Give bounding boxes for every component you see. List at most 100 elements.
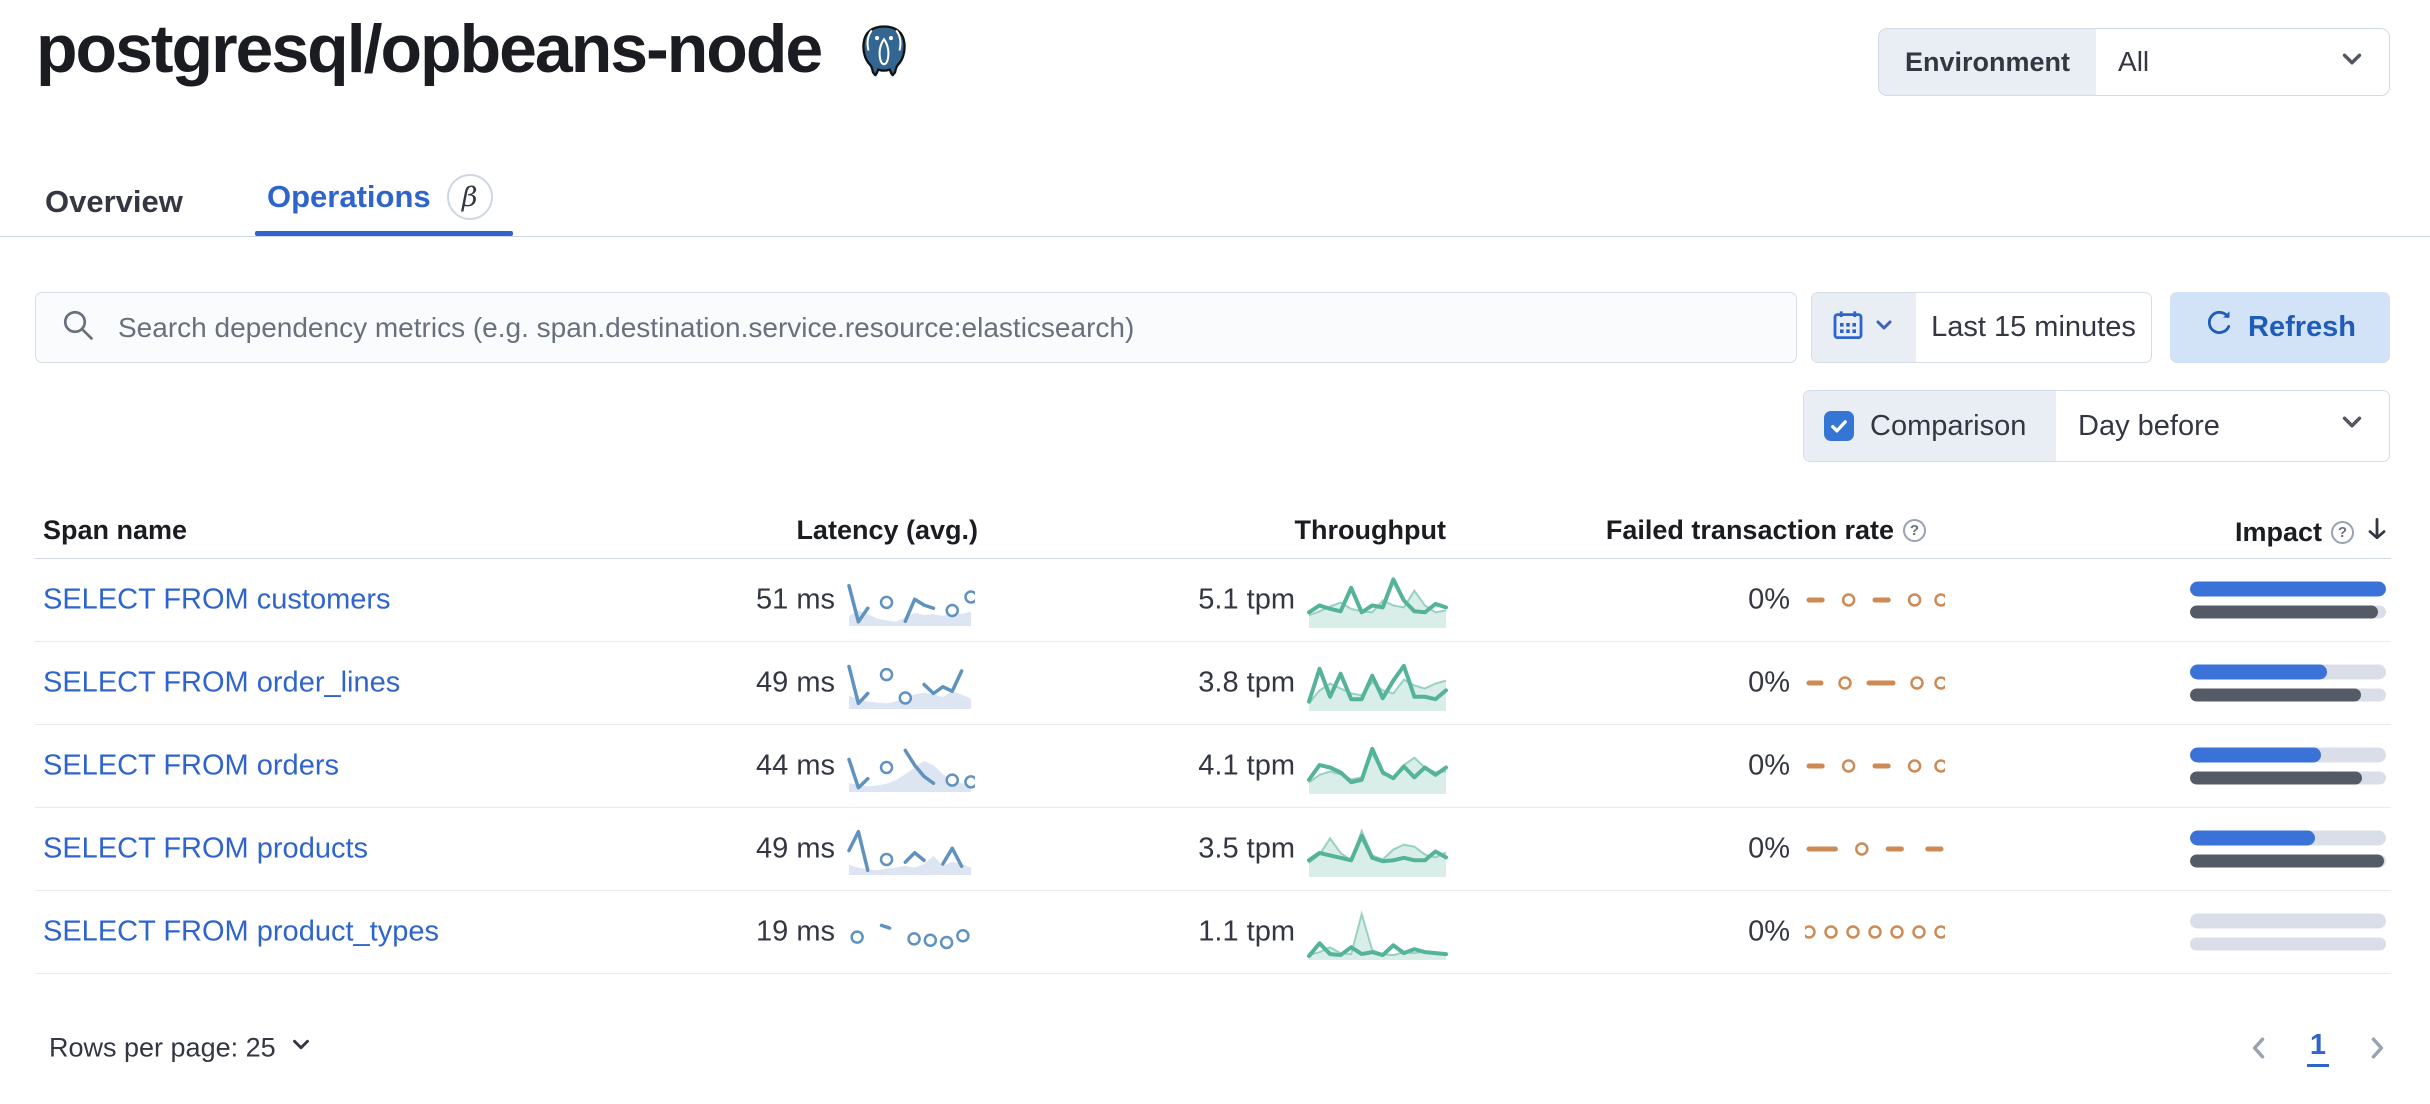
failed-rate-sparkline — [1805, 831, 1945, 867]
operations-table: Span name Latency (avg.) Throughput Fail… — [35, 515, 2391, 974]
table-footer: Rows per page: 25 1 — [35, 1020, 2391, 1076]
search-icon — [60, 307, 96, 348]
rows-per-page-button[interactable]: Rows per page: 25 — [43, 1031, 320, 1066]
throughput-sparkline — [1305, 571, 1450, 629]
impact-previous-bar — [2190, 771, 2386, 785]
calendar-menu-button[interactable] — [1812, 293, 1916, 362]
table-row: SELECT FROM product_types 19 ms 1.1 tpm 0% — [35, 891, 2391, 974]
chevron-down-icon — [2337, 44, 2367, 81]
latency-value: 19 ms — [756, 915, 835, 948]
impact-bars — [2190, 913, 2386, 951]
postgresql-elephant-icon — [855, 23, 913, 81]
throughput-sparkline — [1305, 903, 1450, 961]
failed-rate-value: 0% — [1748, 749, 1790, 782]
table-row: SELECT FROM orders 44 ms 4.1 tpm 0% — [35, 725, 2391, 808]
environment-filter[interactable]: Environment All — [1878, 28, 2390, 96]
impact-bars — [2190, 581, 2386, 619]
previous-page-icon[interactable] — [2245, 1034, 2273, 1062]
failed-rate-value: 0% — [1748, 666, 1790, 699]
throughput-sparkline — [1305, 820, 1450, 878]
tabs-bar: Overview Operations β — [0, 170, 2430, 237]
span-name-link[interactable]: SELECT FROM customers — [43, 583, 391, 616]
failed-rate-sparkline — [1805, 665, 1945, 701]
latency-sparkline — [845, 905, 975, 959]
latency-value: 44 ms — [756, 749, 835, 782]
impact-current-bar — [2190, 747, 2386, 763]
span-name-link[interactable]: SELECT FROM products — [43, 832, 369, 865]
column-header-latency[interactable]: Latency (avg.) — [796, 515, 978, 545]
search-box — [35, 292, 1797, 363]
impact-bars — [2190, 747, 2386, 785]
comparison-control: Comparison Day before — [1803, 390, 2390, 462]
failed-rate-sparkline — [1805, 582, 1945, 618]
latency-sparkline — [845, 656, 975, 710]
refresh-icon — [2204, 309, 2234, 347]
column-header-span-name[interactable]: Span name — [43, 515, 188, 545]
impact-current-bar — [2190, 830, 2386, 846]
help-icon[interactable]: ? — [2331, 521, 2354, 544]
tab-operations[interactable]: Operations β — [267, 174, 493, 220]
active-tab-underline — [255, 231, 513, 236]
failed-rate-value: 0% — [1748, 915, 1790, 948]
latency-value: 51 ms — [756, 583, 835, 616]
throughput-sparkline — [1305, 654, 1450, 712]
table-row: SELECT FROM customers 51 ms 5.1 tpm 0% — [35, 559, 2391, 642]
impact-current-bar — [2190, 581, 2386, 597]
impact-current-bar — [2190, 913, 2386, 929]
latency-value: 49 ms — [756, 832, 835, 865]
column-header-impact[interactable]: Impact ? — [2235, 515, 2391, 550]
failed-rate-sparkline — [1805, 914, 1945, 950]
impact-previous-bar — [2190, 688, 2386, 702]
latency-sparkline — [845, 739, 975, 793]
throughput-value: 3.5 tpm — [1198, 832, 1295, 865]
throughput-value: 5.1 tpm — [1198, 583, 1295, 616]
environment-label: Environment — [1879, 29, 2097, 95]
table-body: SELECT FROM customers 51 ms 5.1 tpm 0% SELEC… — [35, 559, 2391, 974]
column-header-throughput[interactable]: Throughput — [1294, 515, 1446, 545]
refresh-button[interactable]: Refresh — [2170, 292, 2390, 363]
comparison-toggle: Comparison — [1804, 391, 2056, 461]
tab-overview[interactable]: Overview — [45, 184, 183, 219]
column-header-failed-rate[interactable]: Failed transaction rate ? — [1606, 515, 1926, 546]
table-row: SELECT FROM products 49 ms 3.5 tpm 0% — [35, 808, 2391, 891]
chevron-down-icon — [1872, 313, 1896, 342]
throughput-value: 3.8 tpm — [1198, 666, 1295, 699]
impact-bars — [2190, 830, 2386, 868]
comparison-label: Comparison — [1870, 409, 2027, 442]
chevron-down-icon — [288, 1032, 314, 1065]
environment-select[interactable]: All — [2096, 29, 2389, 95]
help-icon[interactable]: ? — [1903, 519, 1926, 542]
failed-rate-sparkline — [1805, 748, 1945, 784]
comparison-select[interactable]: Day before — [2056, 391, 2389, 461]
latency-value: 49 ms — [756, 666, 835, 699]
throughput-value: 1.1 tpm — [1198, 915, 1295, 948]
impact-previous-bar — [2190, 605, 2386, 619]
span-name-link[interactable]: SELECT FROM orders — [43, 749, 339, 782]
pagination: 1 — [2245, 1029, 2391, 1067]
table-header-row: Span name Latency (avg.) Throughput Fail… — [35, 515, 2391, 559]
chevron-down-icon — [2337, 407, 2367, 445]
beta-badge: β — [446, 174, 493, 220]
time-range-value[interactable]: Last 15 minutes — [1931, 311, 2136, 343]
sort-desc-arrow-icon — [2363, 515, 2391, 550]
table-row: SELECT FROM order_lines 49 ms 3.8 tpm 0% — [35, 642, 2391, 725]
search-input[interactable] — [116, 310, 1776, 345]
calendar-icon — [1832, 309, 1864, 346]
latency-sparkline — [845, 573, 975, 627]
span-name-link[interactable]: SELECT FROM product_types — [43, 915, 439, 948]
impact-current-bar — [2190, 664, 2386, 680]
page-number-1[interactable]: 1 — [2306, 1029, 2329, 1067]
title-row: postgresql/opbeans-node — [36, 10, 913, 88]
failed-rate-value: 0% — [1748, 583, 1790, 616]
impact-previous-bar — [2190, 937, 2386, 951]
impact-previous-bar — [2190, 854, 2386, 868]
time-range-picker: Last 15 minutes — [1811, 292, 2152, 363]
failed-rate-value: 0% — [1748, 832, 1790, 865]
next-page-icon[interactable] — [2363, 1034, 2391, 1062]
comparison-checkbox[interactable] — [1824, 411, 1854, 441]
latency-sparkline — [845, 822, 975, 876]
span-name-link[interactable]: SELECT FROM order_lines — [43, 666, 401, 699]
page-title: postgresql/opbeans-node — [36, 11, 823, 87]
impact-bars — [2190, 664, 2386, 702]
